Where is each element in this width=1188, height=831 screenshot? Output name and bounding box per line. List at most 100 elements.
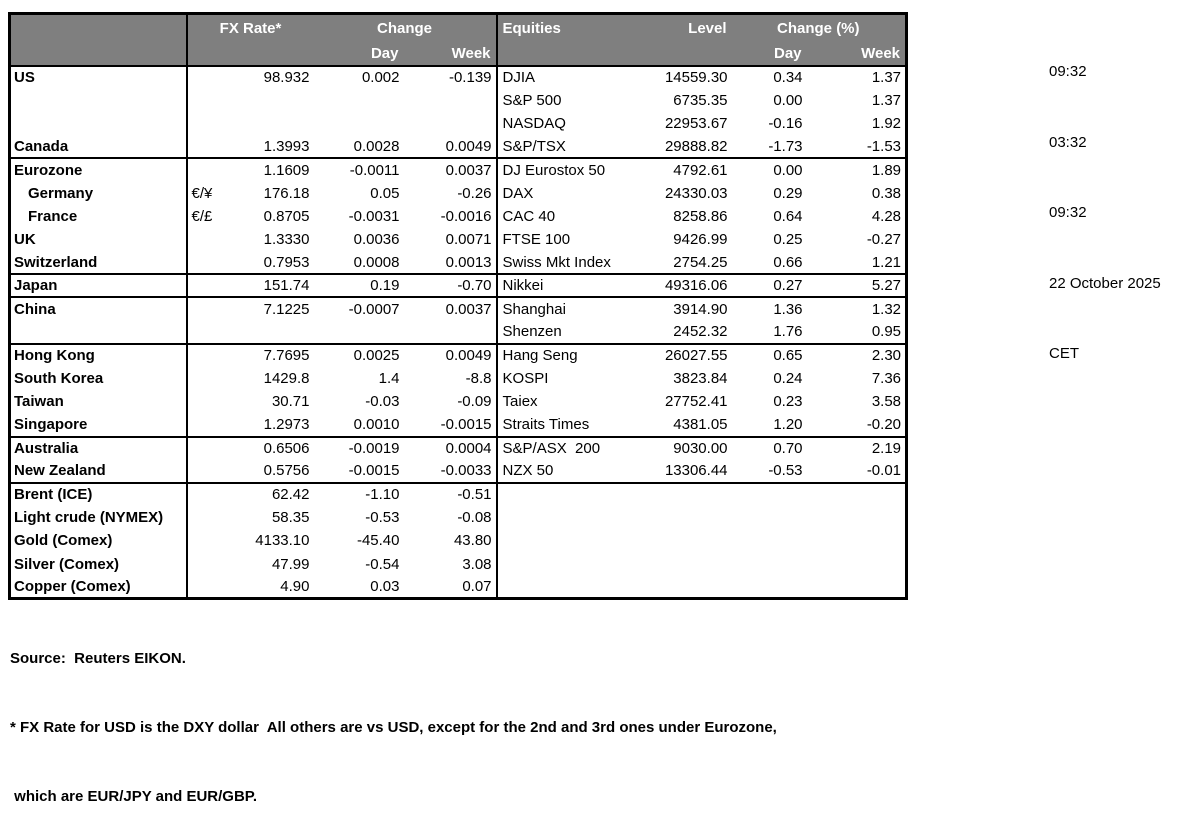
fx-label-cell[interactable]	[9, 111, 188, 136]
equity-name-cell[interactable]	[497, 552, 642, 575]
equity-level-cell[interactable]: 26027.55	[664, 347, 728, 365]
fx-label-cell[interactable]: Silver (Comex)	[9, 552, 188, 576]
equity-week-cell[interactable]: 3.58	[871, 393, 902, 411]
currency-pair-cell[interactable]	[187, 529, 232, 552]
equity-day-cell[interactable]: 0.34	[773, 69, 803, 87]
equity-name-cell[interactable]: Shenzen	[502, 323, 562, 341]
fx-week-cell[interactable]: 0.0037	[403, 158, 498, 182]
equity-level-cell[interactable]: 8258.86	[673, 207, 728, 225]
currency-pair-cell[interactable]	[187, 576, 232, 599]
equity-day-cell[interactable]: -1.73	[768, 137, 803, 155]
fx-rate-cell[interactable]: 62.42	[271, 486, 310, 504]
fx-day-cell[interactable]	[314, 112, 404, 135]
currency-pair-cell[interactable]	[187, 89, 232, 112]
currency-pair-cell[interactable]	[187, 506, 232, 529]
equity-week-cell[interactable]: 2.30	[871, 347, 902, 365]
equity-week-cell[interactable]: -1.53	[866, 137, 902, 155]
fx-rate-cell[interactable]: 7.1225	[263, 300, 310, 318]
fx-label-cell[interactable]: China	[9, 297, 188, 321]
fx-rate-cell[interactable]: 1.1609	[263, 161, 310, 179]
fx-rate-cell[interactable]: 7.7695	[263, 347, 310, 365]
currency-pair-cell[interactable]	[187, 297, 232, 320]
equity-name-cell[interactable]: Taiex	[502, 393, 538, 411]
equity-name-cell[interactable]: NASDAQ	[502, 114, 566, 132]
equity-day-cell[interactable]: -0.53	[768, 462, 803, 480]
equity-name-cell[interactable]: DJIA	[502, 69, 536, 87]
empty-header-cell[interactable]	[641, 41, 732, 66]
equity-week-cell[interactable]: 0.38	[871, 184, 902, 202]
fx-rate-cell[interactable]: 151.74	[263, 277, 310, 295]
equity-level-cell[interactable]: 9030.00	[673, 440, 728, 458]
fx-rate-cell[interactable]: 1.3993	[263, 137, 310, 155]
equity-day-cell[interactable]: 0.29	[773, 184, 803, 202]
fx-week-cell[interactable]: -0.70	[403, 274, 498, 298]
fx-rate-cell[interactable]: 0.7953	[263, 253, 310, 271]
equity-week-cell[interactable]	[807, 483, 907, 506]
fx-rate-cell[interactable]	[232, 89, 314, 112]
fx-week-cell[interactable]	[403, 111, 498, 136]
fx-day-cell[interactable]: 0.0010	[353, 415, 400, 433]
equity-week-cell[interactable]: -0.20	[866, 415, 902, 433]
equity-name-cell[interactable]	[497, 529, 642, 552]
equity-name-cell[interactable]: S&P 500	[502, 91, 562, 109]
equity-week-cell[interactable]	[807, 576, 907, 599]
equity-level-cell[interactable]: 6735.35	[673, 91, 728, 109]
equity-day-cell[interactable]: 0.00	[773, 161, 803, 179]
equity-name-cell[interactable]: S&P/TSX	[502, 137, 566, 155]
currency-pair-cell[interactable]	[187, 112, 232, 135]
equity-level-cell[interactable]	[642, 483, 732, 506]
fx-day-cell[interactable]: 0.0036	[353, 230, 400, 248]
fx-rate-cell[interactable]: 58.35	[271, 509, 310, 527]
equity-day-cell[interactable]: 0.27	[773, 277, 803, 295]
empty-header-cell[interactable]	[186, 41, 314, 66]
fx-week-cell[interactable]: -0.09	[403, 390, 498, 414]
fx-rate-cell[interactable]: 176.18	[263, 184, 310, 202]
currency-pair-cell[interactable]	[187, 390, 232, 413]
fx-rate-cell[interactable]: 47.99	[271, 555, 310, 573]
currency-pair-cell[interactable]	[187, 413, 232, 436]
equity-level-cell[interactable]: 3823.84	[673, 370, 728, 388]
fx-week-header[interactable]: Week	[403, 41, 498, 66]
currency-pair-cell[interactable]	[187, 437, 232, 460]
fx-label-cell[interactable]: Australia	[9, 436, 188, 460]
empty-header-cell[interactable]	[9, 41, 188, 66]
equity-name-cell[interactable]: Swiss Mkt Index	[502, 253, 611, 271]
equity-name-cell[interactable]: Nikkei	[502, 277, 544, 295]
fx-day-cell[interactable]: 0.002	[361, 69, 400, 87]
equity-level-cell[interactable]: 2452.32	[673, 323, 728, 341]
fx-day-header[interactable]: Day	[313, 41, 404, 66]
equity-name-cell[interactable]: DJ Eurostox 50	[502, 161, 606, 179]
equities-day-header[interactable]: Day	[731, 41, 807, 66]
fx-rate-cell[interactable]: 0.8705	[263, 207, 310, 225]
equity-week-cell[interactable]	[807, 529, 907, 552]
equity-week-cell[interactable]: 5.27	[871, 277, 902, 295]
equity-level-cell[interactable]: 24330.03	[664, 184, 728, 202]
fx-rate-cell[interactable]: 0.6506	[263, 440, 310, 458]
fx-label-cell[interactable]: Singapore	[9, 413, 188, 437]
equity-week-cell[interactable]: 7.36	[871, 370, 902, 388]
equity-level-cell[interactable]: 27752.41	[664, 393, 728, 411]
fx-day-cell[interactable]: 0.0008	[353, 253, 400, 271]
equity-day-cell[interactable]	[732, 552, 807, 575]
currency-pair-cell[interactable]	[187, 274, 232, 297]
equity-week-cell[interactable]: 1.37	[871, 91, 902, 109]
equity-day-cell[interactable]: 0.65	[773, 347, 803, 365]
equities-week-header[interactable]: Week	[806, 41, 907, 66]
currency-pair-cell[interactable]: €/¥	[191, 184, 213, 202]
equity-level-cell[interactable]: 4792.61	[673, 161, 728, 179]
equity-week-cell[interactable]: 0.95	[871, 323, 902, 341]
fx-label-cell[interactable]: UK	[9, 227, 188, 251]
currency-pair-cell[interactable]: €/£	[191, 207, 213, 225]
fx-day-cell[interactable]: -0.0031	[348, 207, 400, 225]
equity-week-cell[interactable]: 1.37	[871, 69, 902, 87]
fx-label-cell[interactable]	[9, 320, 188, 344]
currency-pair-cell[interactable]	[187, 552, 232, 575]
currency-pair-cell[interactable]	[187, 367, 232, 390]
fx-rate-cell[interactable]: 1.2973	[263, 415, 310, 433]
equity-day-cell[interactable]: -0.16	[768, 114, 803, 132]
equity-level-cell[interactable]: 29888.82	[664, 137, 728, 155]
equity-name-cell[interactable]: CAC 40	[502, 207, 556, 225]
fx-label-cell[interactable]: Japan	[9, 274, 188, 298]
equity-level-cell[interactable]	[642, 529, 732, 552]
equity-day-cell[interactable]: 1.20	[773, 415, 803, 433]
